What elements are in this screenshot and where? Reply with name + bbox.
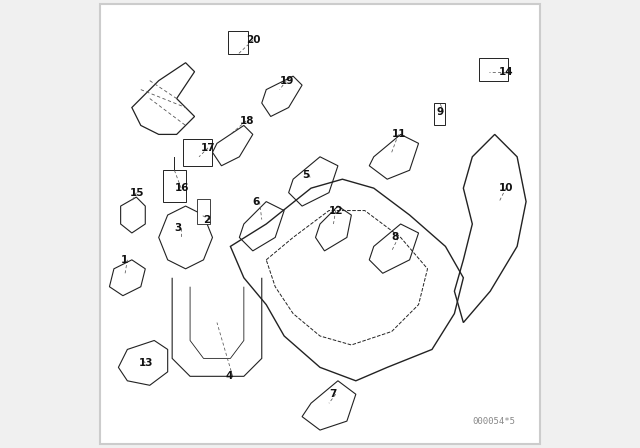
FancyBboxPatch shape (197, 199, 210, 224)
FancyBboxPatch shape (228, 31, 248, 54)
FancyBboxPatch shape (184, 139, 212, 166)
Text: 1: 1 (121, 255, 128, 265)
Text: 3: 3 (174, 224, 182, 233)
Text: 12: 12 (329, 206, 344, 215)
Text: 20: 20 (246, 35, 260, 45)
Text: 000054*5: 000054*5 (472, 417, 515, 426)
Text: 14: 14 (499, 67, 514, 77)
Text: 5: 5 (302, 170, 309, 180)
Text: 19: 19 (280, 76, 294, 86)
Text: 6: 6 (253, 197, 260, 207)
FancyBboxPatch shape (435, 103, 445, 125)
Text: 17: 17 (202, 143, 216, 153)
Text: 13: 13 (139, 358, 153, 368)
Text: 15: 15 (130, 188, 144, 198)
Text: 11: 11 (392, 129, 406, 139)
Text: 2: 2 (204, 215, 211, 224)
Text: 16: 16 (174, 183, 189, 193)
Text: 4: 4 (226, 371, 234, 381)
Text: 10: 10 (499, 183, 514, 193)
FancyBboxPatch shape (479, 58, 508, 81)
Text: 8: 8 (392, 233, 399, 242)
Text: 7: 7 (329, 389, 337, 399)
Text: 9: 9 (436, 107, 444, 117)
Text: 18: 18 (239, 116, 254, 126)
FancyBboxPatch shape (100, 4, 540, 444)
FancyBboxPatch shape (163, 170, 186, 202)
